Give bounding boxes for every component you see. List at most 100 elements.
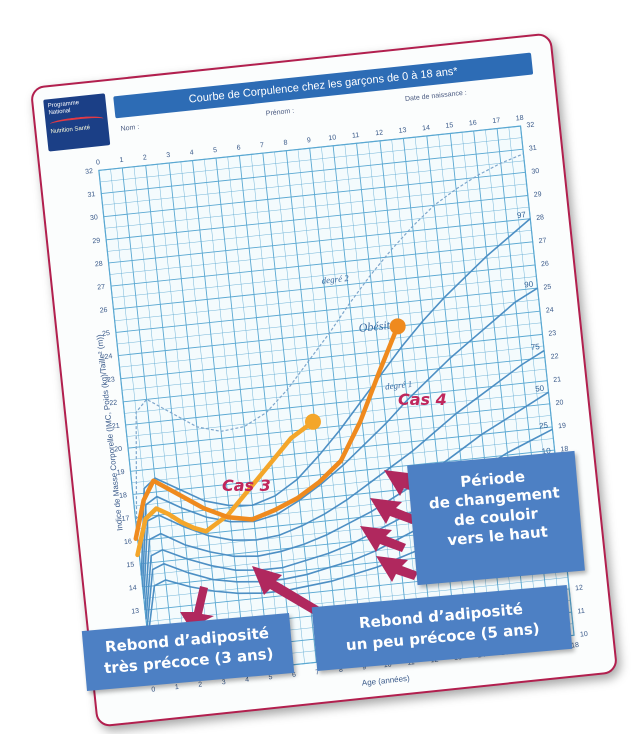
y-tick-label-right: 29 [533,191,542,199]
grid-hline [123,357,545,403]
y-tick-label-right: 24 [546,307,555,315]
reference-curve [144,391,549,611]
arrow-right-3 [360,526,406,552]
y-tick-label: 14 [129,585,138,593]
y-tick-label: 23 [107,376,116,384]
x-tick-label-top: 0 [96,159,101,166]
grid-hline [107,206,530,252]
case-3-label: Cas 3 [222,476,271,495]
percentile-label: 90 [524,279,534,289]
y-tick-label: 22 [109,399,118,407]
y-tick-label-right: 19 [558,423,567,431]
percentile-label: 97 [516,210,526,220]
grid-hline [104,183,527,229]
grid-hline [103,171,526,218]
y-tick-label: 20 [114,446,123,454]
reference-curve [140,218,531,576]
x-tick-label: 1 [175,684,180,691]
grid-hline [113,264,536,310]
x-tick-label: 10 [383,662,392,670]
x-tick-label-top: 2 [143,154,148,161]
zone-label-obesite: Obésité [358,317,397,335]
y-tick-label: 27 [97,284,106,292]
y-tick-label-right: 10 [580,631,589,639]
x-tick-label: 8 [339,667,344,674]
grid-hline [117,299,539,345]
series-line [133,324,400,541]
x-tick-label: 3 [221,679,226,686]
x-tick-label: 5 [268,674,273,681]
x-tick-label-top: 12 [375,129,384,137]
y-tick-label: 30 [90,214,99,222]
reference-curves: 97 90 75 50 25 10 3 [135,153,558,639]
y-tick-label-right: 28 [536,214,545,222]
grid-hline [112,253,534,298]
y-tick-label-right: 32 [526,122,535,130]
y-tick-label: 28 [95,261,104,269]
y-tick-label: 25 [102,330,111,338]
x-tick-label-top: 5 [213,147,218,154]
arrow-right-2 [370,498,416,524]
grid-hline [108,218,531,264]
tick-labels: 0011223344556677889910101111121213131414… [85,115,589,694]
grid-hline [129,415,551,460]
y-tick-label-right: 30 [531,168,540,176]
y-tick-label-right: 25 [543,284,552,292]
grid-hline [114,276,537,322]
grid-hline [98,125,521,171]
x-tick-label-top: 13 [398,127,407,135]
y-tick-label: 18 [119,492,128,500]
x-tick-label-top: 15 [445,122,454,130]
x-tick-label-top: 3 [166,152,171,159]
grid-hline [120,333,543,380]
x-tick-label: 4 [245,676,250,683]
x-tick-label-top: 18 [516,115,525,123]
percentile-label: 50 [535,384,545,394]
x-tick-label: 6 [292,672,297,679]
grid-hline [121,345,544,391]
x-tick-label-top: 10 [328,134,337,142]
grid-hline [126,392,549,437]
percentile-label: 25 [539,421,549,431]
reference-curve [143,349,545,599]
series-end-point [389,318,406,335]
grid-hline [100,137,522,183]
case-4-label: Cas 4 [398,390,447,409]
x-tick-label: 18 [571,642,580,650]
grid-hline [128,403,550,449]
x-tick-label-top: 7 [260,142,265,149]
series-line [135,419,316,558]
y-tick-label-right: 31 [529,145,538,153]
y-tick-label-right: 22 [551,353,560,361]
x-tick-label-top: 14 [422,125,431,133]
bmi-chart: 9790755025103 00112233445566778899101011… [85,115,589,694]
y-tick-label-right: 20 [555,399,564,407]
grid-hline [132,449,555,495]
grid-hline [119,322,542,368]
y-tick-label: 32 [85,168,94,176]
growth-chart-sheet: Programme National Nutrition Santé Courb… [29,32,619,728]
y-tick-label-right: 11 [577,608,585,616]
y-tick-label: 16 [124,538,133,546]
arrow-right-4 [376,556,418,582]
x-tick-label-top: 4 [189,149,194,156]
arrow-left [180,586,214,628]
y-tick-label-right: 23 [548,330,557,338]
x-tick-label: 11 [407,659,415,667]
y-tick-label: 19 [116,469,125,477]
reference-curve [141,287,538,588]
grid-hline [146,577,568,622]
y-tick-label: 13 [131,608,140,616]
x-tick-label-top: 6 [236,144,241,151]
grid-hline [124,368,547,414]
grid-hline [102,160,525,206]
x-tick-label-top: 1 [119,157,124,164]
x-tick-label-top: 8 [283,140,288,147]
y-tick-label-right: 26 [541,261,550,269]
y-tick-label: 15 [126,561,135,569]
x-tick-label: 9 [362,664,367,671]
y-tick-label: 29 [92,237,101,245]
grid-hline [101,148,524,194]
y-tick-label: 24 [104,353,113,361]
